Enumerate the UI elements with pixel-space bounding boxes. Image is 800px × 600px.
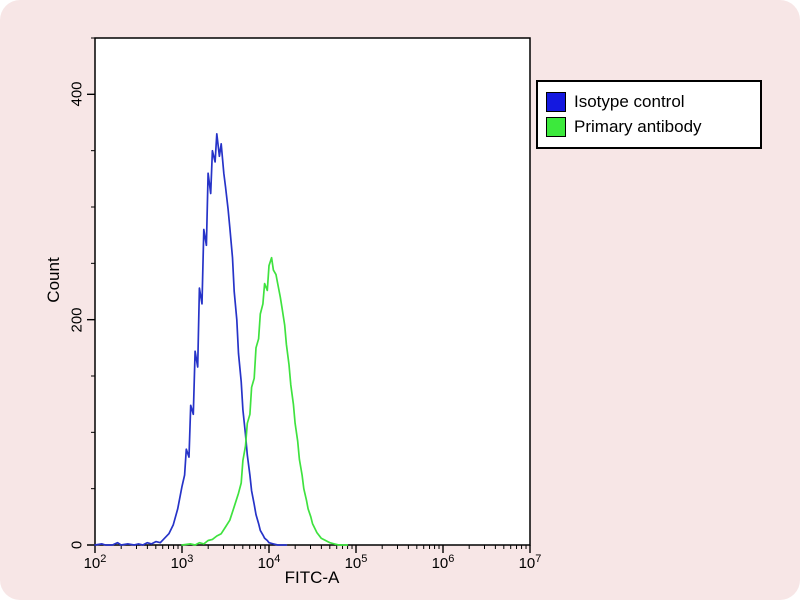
x-axis-title: FITC-A <box>284 568 340 587</box>
series-curves <box>94 132 349 546</box>
x-ticks <box>94 545 531 553</box>
legend-item-isotype: Isotype control <box>546 91 752 113</box>
y-tick-label-200: 200 <box>68 307 86 333</box>
legend-swatch-primary-antibody <box>546 117 566 137</box>
y-tick-label-0: 0 <box>68 540 86 550</box>
legend-label-isotype-control: Isotype control <box>574 92 685 111</box>
legend-item-primary: Primary antibody <box>546 116 752 138</box>
series-curve-1 <box>181 256 349 546</box>
y-tick-label-400: 400 <box>68 81 86 107</box>
y-ticks <box>87 37 95 546</box>
y-axis-title: Count <box>44 257 63 303</box>
series-curve-0 <box>94 132 288 546</box>
legend-swatch-isotype-control <box>546 92 566 112</box>
legend: Isotype control Primary antibody <box>536 80 762 149</box>
x-tick-label-10e4: 104 <box>257 553 281 572</box>
x-tick-label-10e6: 106 <box>431 553 455 572</box>
x-tick-label-10e7: 107 <box>518 553 542 572</box>
x-tick-label-10e5: 105 <box>344 553 368 572</box>
x-tick-label-10e2: 102 <box>83 553 107 572</box>
plot-area <box>94 37 531 546</box>
x-tick-label-10e3: 103 <box>170 553 194 572</box>
legend-label-primary-antibody: Primary antibody <box>574 117 702 136</box>
